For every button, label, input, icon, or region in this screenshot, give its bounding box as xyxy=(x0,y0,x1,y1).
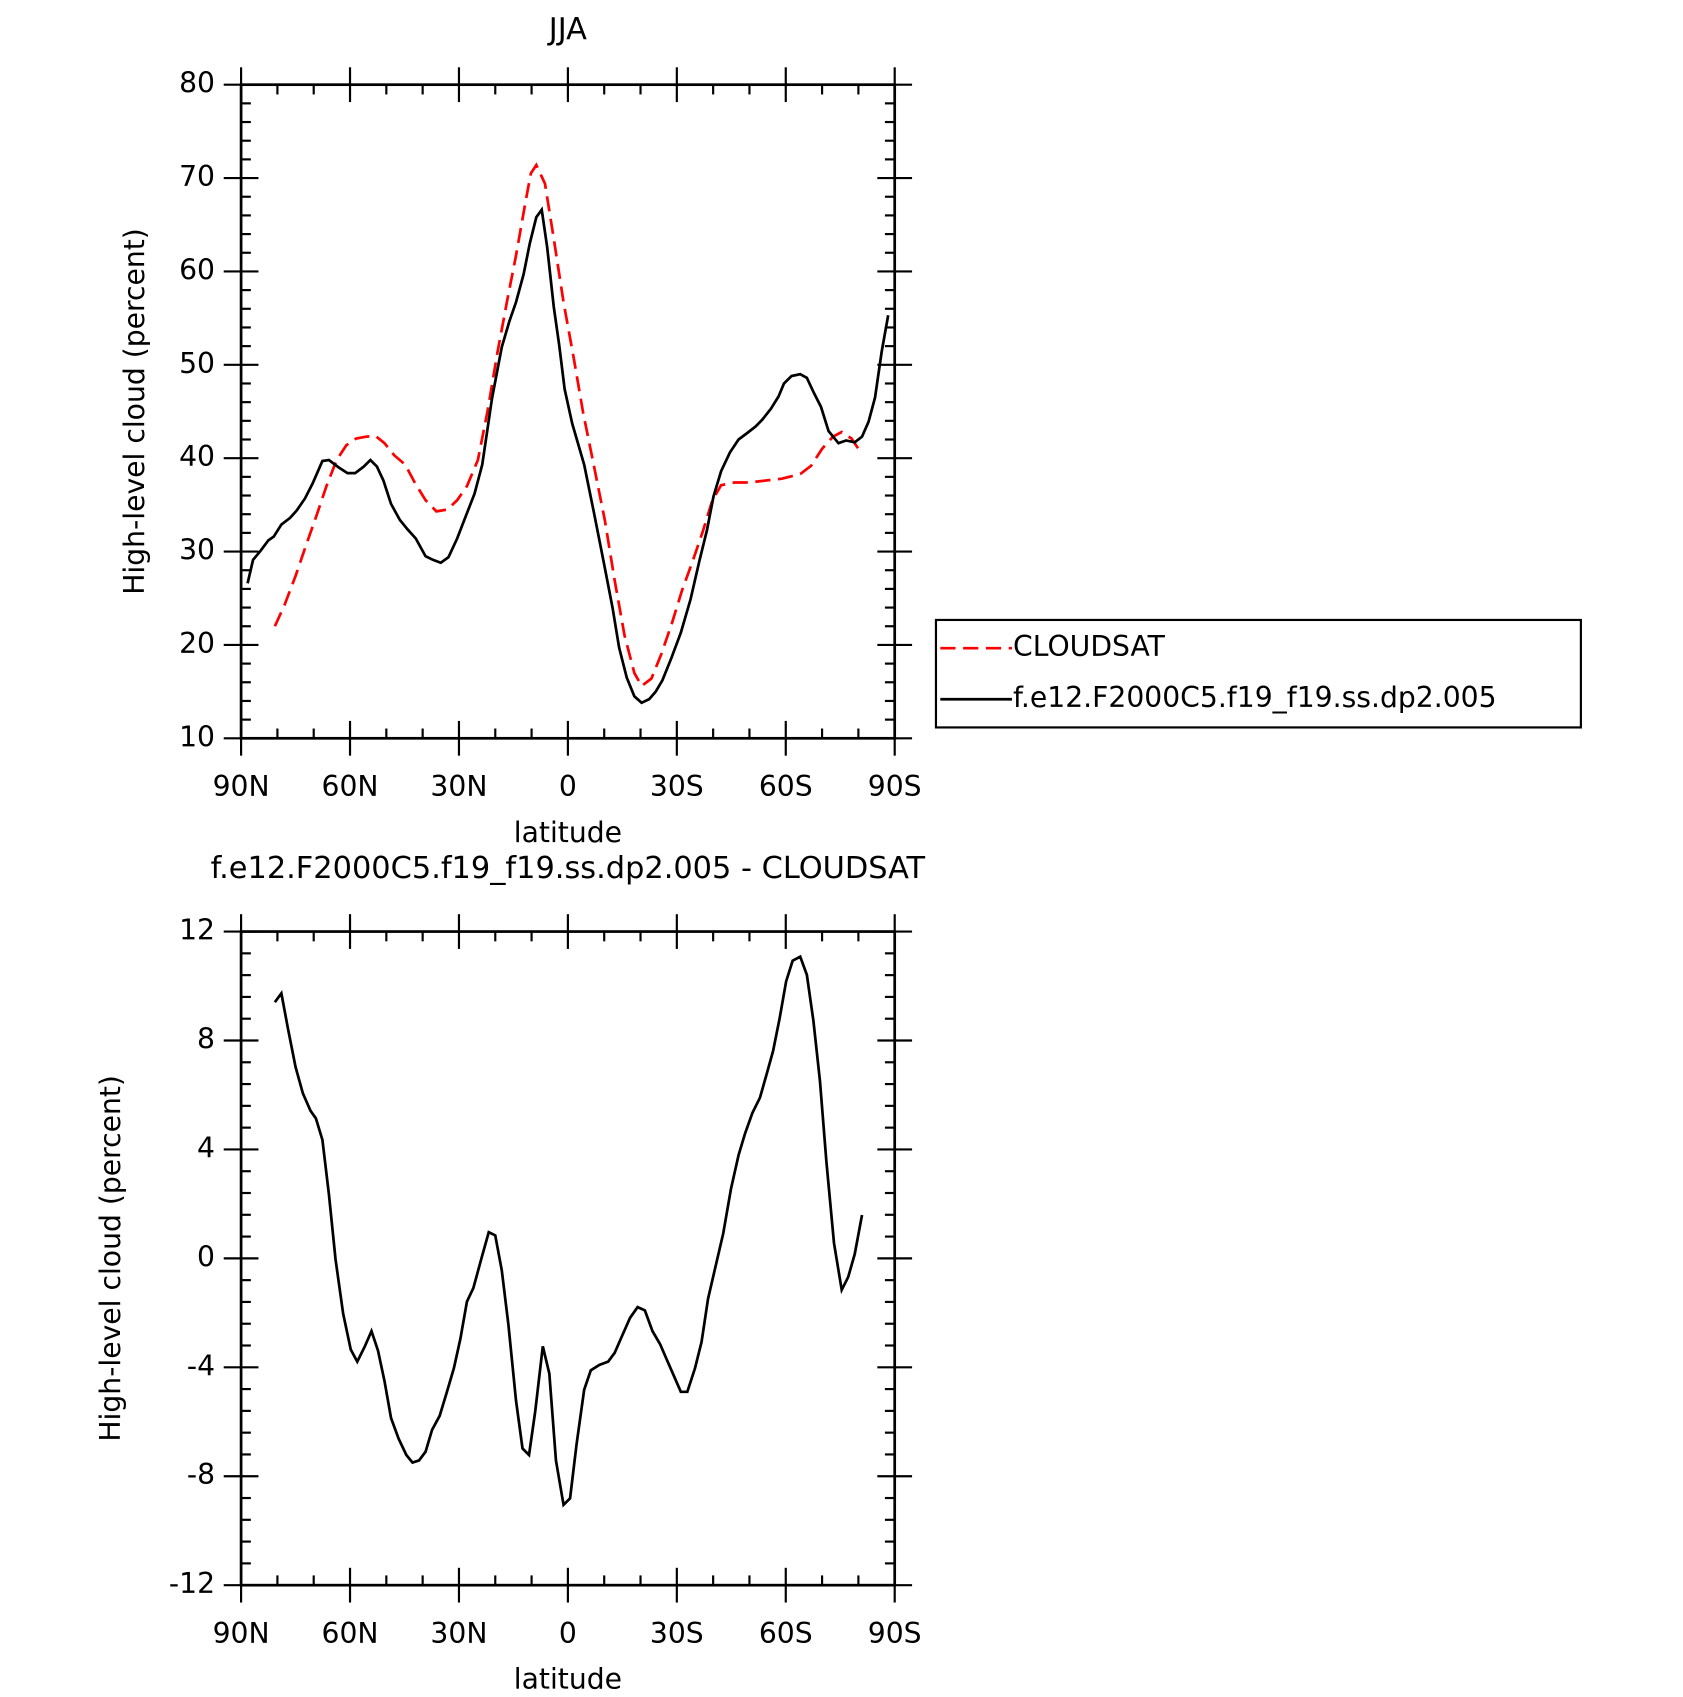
chart-title: JJA xyxy=(547,12,587,47)
plot-frame xyxy=(239,930,897,1587)
x-tick-label: 30N xyxy=(430,1617,487,1650)
y-tick-label: 0 xyxy=(197,1240,215,1273)
y-tick-label: 80 xyxy=(179,67,215,100)
y-tick-label: 60 xyxy=(179,253,215,286)
x-tick-label: 30S xyxy=(650,1617,704,1650)
x-tick-label: 90S xyxy=(868,770,922,803)
y-tick-label: 10 xyxy=(179,720,215,753)
x-tick-label: 0 xyxy=(559,1617,577,1650)
y-tick-label: 12 xyxy=(179,914,215,947)
y-axis-label: High-level cloud (percent) xyxy=(94,1075,127,1442)
y-tick-label: 50 xyxy=(179,347,215,380)
y-tick-label: -4 xyxy=(187,1349,215,1382)
x-axis-label: latitude xyxy=(514,816,622,849)
x-tick-label: 60S xyxy=(759,770,813,803)
y-tick-label: 40 xyxy=(179,440,215,473)
y-tick-label: -8 xyxy=(187,1458,215,1491)
x-tick-label: 60N xyxy=(322,1617,379,1650)
legend-label: CLOUDSAT xyxy=(1013,630,1166,663)
plot-frame xyxy=(239,83,897,740)
y-tick-label: 70 xyxy=(179,160,215,193)
legend-label: f.e12.F2000C5.f19_f19.ss.dp2.005 xyxy=(1013,681,1497,714)
y-tick-label: -12 xyxy=(169,1567,215,1600)
data-line xyxy=(273,954,864,1508)
x-tick-label: 0 xyxy=(559,770,577,803)
chart-title: f.e12.F2000C5.f19_f19.ss.dp2.005 - CLOUD… xyxy=(211,851,926,886)
y-tick-label: 8 xyxy=(197,1022,215,1055)
data-line xyxy=(273,162,863,688)
x-tick-label: 60S xyxy=(759,1617,813,1650)
legend-box xyxy=(934,618,1582,729)
x-tick-label: 90N xyxy=(213,1617,270,1650)
x-tick-label: 90N xyxy=(213,770,270,803)
y-tick-label: 30 xyxy=(179,534,215,567)
x-axis-label: latitude xyxy=(514,1663,622,1696)
x-tick-label: 90S xyxy=(868,1617,922,1650)
y-tick-label: 20 xyxy=(179,627,215,660)
x-tick-label: 60N xyxy=(322,770,379,803)
x-tick-label: 30S xyxy=(650,770,704,803)
data-line xyxy=(246,206,890,705)
x-tick-label: 30N xyxy=(430,770,487,803)
y-tick-label: 4 xyxy=(197,1131,215,1164)
y-axis-label: High-level cloud (percent) xyxy=(118,228,151,595)
